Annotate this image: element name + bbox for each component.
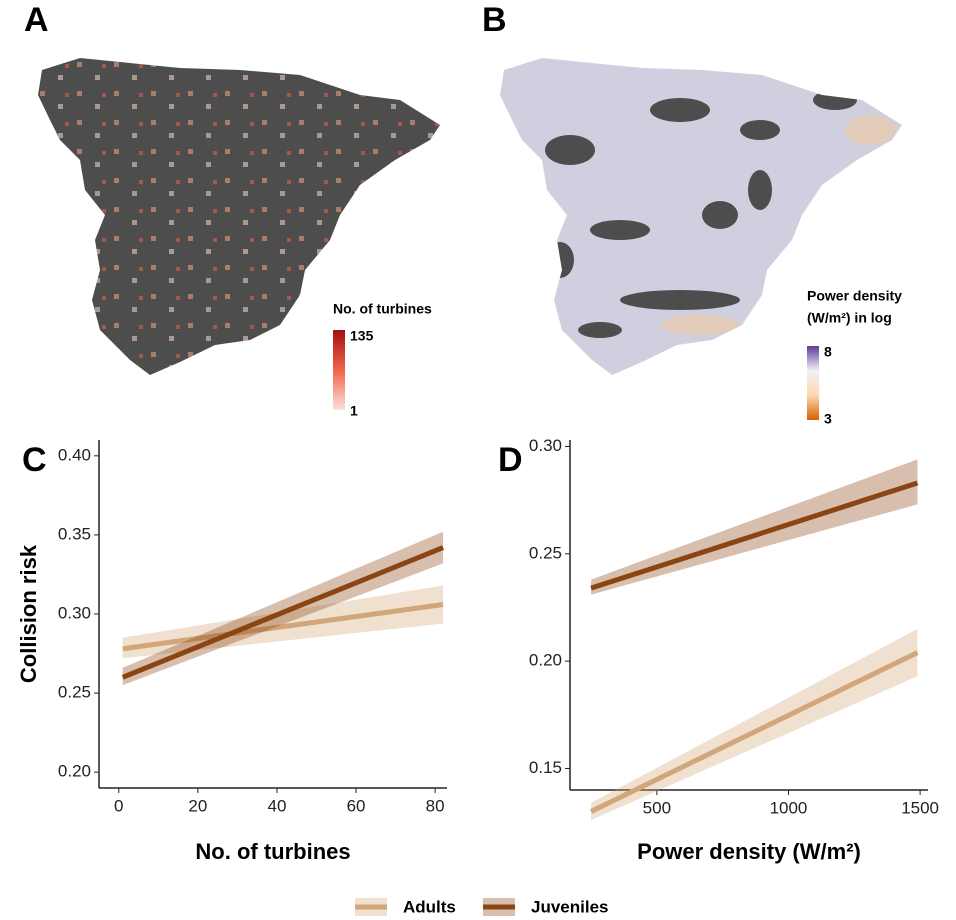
colorbar-label: 8	[824, 344, 832, 360]
map-a	[38, 58, 440, 375]
y-tick-label: 0.30	[58, 603, 91, 622]
legend-title: (W/m²) in log	[807, 310, 892, 326]
y-tick-label: 0.25	[529, 543, 562, 562]
map-legend: Power density (W/m²) in log 8 3	[807, 288, 902, 427]
legend-label: Juveniles	[531, 897, 609, 916]
panel-label: B	[482, 1, 507, 39]
panel-label: D	[498, 441, 523, 479]
plot: 0.15 0.20 0.25 0.30 500 1000 1500 Power density…	[529, 436, 939, 864]
x-tick-label: 500	[643, 798, 671, 817]
legend-title: No. of turbines	[333, 301, 432, 317]
fit-line	[121, 545, 444, 680]
colorbar-label: 1	[350, 403, 358, 419]
y-tick-label: 0.40	[58, 445, 91, 464]
legend: Adults Juveniles	[355, 897, 609, 916]
fit-line	[590, 480, 919, 591]
map-b	[500, 58, 902, 375]
x-tick-label: 80	[426, 796, 445, 815]
fit-line	[589, 650, 919, 814]
colorbar-label: 135	[350, 328, 374, 344]
colorbar	[807, 346, 819, 420]
x-tick-label: 1500	[901, 798, 939, 817]
y-tick-label: 0.15	[529, 758, 562, 777]
y-tick-label: 0.30	[529, 436, 562, 455]
colorbar	[333, 330, 345, 410]
turbine-cells	[38, 58, 440, 375]
map-legend: No. of turbines 135 1	[333, 301, 432, 419]
colorbar-label: 3	[824, 411, 832, 427]
fit-line	[122, 602, 444, 652]
y-tick-label: 0.35	[58, 524, 91, 543]
plot: 0.20 0.25 0.30 0.35 0.40 0 20 40 60 80 No. of turb…	[16, 440, 447, 864]
y-tick-label: 0.25	[58, 683, 91, 702]
x-tick-label: 60	[347, 796, 366, 815]
y-axis-title: Collision risk	[16, 544, 41, 683]
x-tick-label: 1000	[770, 798, 808, 817]
x-tick-label: 40	[267, 796, 286, 815]
panel-label: A	[24, 1, 49, 39]
x-tick-label: 0	[114, 796, 123, 815]
low-density	[660, 115, 895, 335]
y-tick-label: 0.20	[58, 762, 91, 781]
panel-label: C	[22, 441, 47, 479]
legend-title: Power density	[807, 288, 902, 304]
confidence-band	[591, 628, 918, 821]
x-axis-title: Power density (W/m²)	[637, 839, 861, 864]
legend-label: Adults	[403, 897, 456, 916]
x-axis-title: No. of turbines	[195, 839, 350, 864]
y-tick-label: 0.20	[529, 651, 562, 670]
x-tick-label: 20	[188, 796, 207, 815]
